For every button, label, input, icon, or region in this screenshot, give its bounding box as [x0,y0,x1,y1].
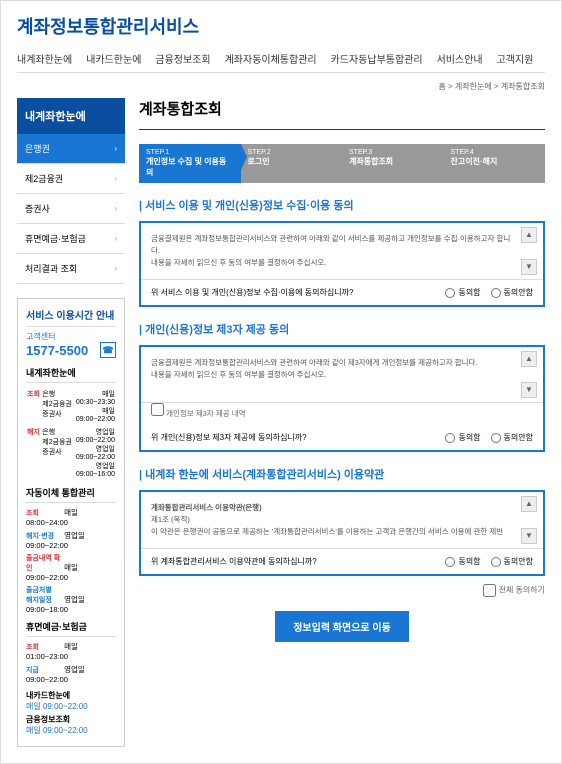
topnav-item-0[interactable]: 내계좌한눈에 [17,51,72,66]
section-title-2: 내계좌 한눈에 서비스(계좌통합관리서비스) 이용약관 [139,466,545,482]
chevron-right-icon: › [114,144,117,153]
agree-question-1: 위 개인(신용)정보 제3자 제공에 동의하십니까?동의함동의안함 [141,425,543,450]
chevron-right-icon: › [114,204,117,213]
opt-disagree-1[interactable]: 동의안함 [491,432,533,443]
phone-number: 1577-5500 [26,343,88,358]
agree-question-2: 위 계좌통합관리서비스 이용약관에 동의하십니까?동의함동의안함 [141,549,543,574]
sidebar-item-3[interactable]: 휴면예금·보험금› [17,224,125,254]
sidebar-item-1[interactable]: 제2금융권› [17,164,125,194]
top-nav: 내계좌한눈에 내카드한눈에 금융정보조회 계좌자동이체통합관리 카드자동납부통합관리 서비… [17,51,545,73]
info-title: 서비스 이용시간 안내 [26,307,116,327]
sub-check-1[interactable] [151,403,164,416]
sidebar: 내계좌한눈에 은행권›제2금융권›증권사›휴면예금·보험금›처리결과 조회› 서… [17,98,125,747]
all-agree-checkbox[interactable] [483,584,496,597]
center-label: 고객센터 [26,331,116,342]
info-s1-title: 내계좌한눈에 [26,366,116,383]
sidebar-title: 내계좌한눈에 [17,98,125,134]
step-3: STEP.3계좌통합조회 [342,144,444,183]
info-s5-title: 금융정보조회 [26,715,70,724]
info-s2-title: 자동이체 통합관리 [26,486,116,503]
info-s4-title: 내카드한눈에 [26,691,70,700]
agree-box-0: 금융결제원은 계좌정보통합관리서비스와 관련하여 아래와 같이 서비스를 제공하… [139,221,545,307]
agree-text-2: 계좌통합관리서비스 이용약관(은행)제1조 (목적)이 약관은 은행권이 공동으… [141,492,543,549]
breadcrumb: 홈 > 계좌한눈에 > 계좌통합조회 [17,81,545,92]
service-hours-box: 서비스 이용시간 안내 고객센터 1577-5500 ☎ 내계좌한눈에 조회은행… [17,298,125,747]
all-agree-label: 전체 동의하기 [499,586,545,595]
opt-disagree-0[interactable]: 동의안함 [491,287,533,298]
chevron-right-icon: › [114,174,117,183]
agree-box-2: 계좌통합관리서비스 이용약관(은행)제1조 (목적)이 약관은 은행권이 공동으… [139,490,545,576]
info-s3-title: 휴면예금·보험금 [26,620,116,637]
steps: STEP.1개인정보 수집 및 이용동의STEP.2로그인STEP.3계좌통합조… [139,144,545,183]
agree-text-0: 금융결제원은 계좌정보통합관리서비스와 관련하여 아래와 같이 서비스를 제공하… [141,223,543,280]
scroll-up-icon[interactable]: ▲ [521,227,537,243]
scroll-down-icon[interactable]: ▼ [521,528,537,544]
submit-button[interactable]: 정보입력 화면으로 이동 [275,611,409,642]
step-2: STEP.2로그인 [241,144,343,183]
topnav-item-3[interactable]: 계좌자동이체통합관리 [225,51,317,66]
opt-agree-1[interactable]: 동의함 [445,432,480,443]
page-title: 계좌통합조회 [139,98,545,130]
logo: 계좌정보통합관리서비스 [17,13,545,39]
chevron-right-icon: › [114,234,117,243]
sidebar-item-4[interactable]: 처리결과 조회› [17,254,125,284]
agree-text-1: 금융결제원은 계좌정보통합관리서비스와 관련하여 아래와 같이 제3자에게 개인… [141,347,543,403]
step-4: STEP.4잔고이전·해지 [444,144,546,183]
topnav-item-6[interactable]: 고객지원 [497,51,534,66]
chevron-right-icon: › [114,264,117,273]
scroll-down-icon[interactable]: ▼ [521,382,537,398]
all-agree[interactable]: 전체 동의하기 [139,584,545,597]
info-s5-time: 매일 09:00~22:00 [26,726,88,735]
agree-box-1: 금융결제원은 계좌정보통합관리서비스와 관련하여 아래와 같이 제3자에게 개인… [139,345,545,452]
agree-question-0: 위 서비스 이용 및 개인(신용)정보 수집·이용에 동의하십니까?동의함동의안… [141,280,543,305]
scroll-up-icon[interactable]: ▲ [521,351,537,367]
opt-agree-2[interactable]: 동의함 [445,556,480,567]
scroll-up-icon[interactable]: ▲ [521,496,537,512]
topnav-item-5[interactable]: 서비스안내 [437,51,483,66]
sidebar-item-0[interactable]: 은행권› [17,134,125,164]
section-title-1: 개인(신용)정보 제3자 제공 동의 [139,321,545,337]
topnav-item-2[interactable]: 금융정보조회 [155,51,210,66]
step-1: STEP.1개인정보 수집 및 이용동의 [139,144,241,183]
topnav-item-1[interactable]: 내카드한눈에 [86,51,141,66]
opt-agree-0[interactable]: 동의함 [445,287,480,298]
scroll-down-icon[interactable]: ▼ [521,259,537,275]
phone-icon: ☎ [100,342,116,358]
topnav-item-4[interactable]: 카드자동납부통합관리 [331,51,423,66]
opt-disagree-2[interactable]: 동의안함 [491,556,533,567]
content: 계좌통합조회 STEP.1개인정보 수집 및 이용동의STEP.2로그인STEP… [139,98,545,747]
sidebar-item-2[interactable]: 증권사› [17,194,125,224]
section-title-0: 서비스 이용 및 개인(신용)정보 수집·이용 동의 [139,197,545,213]
